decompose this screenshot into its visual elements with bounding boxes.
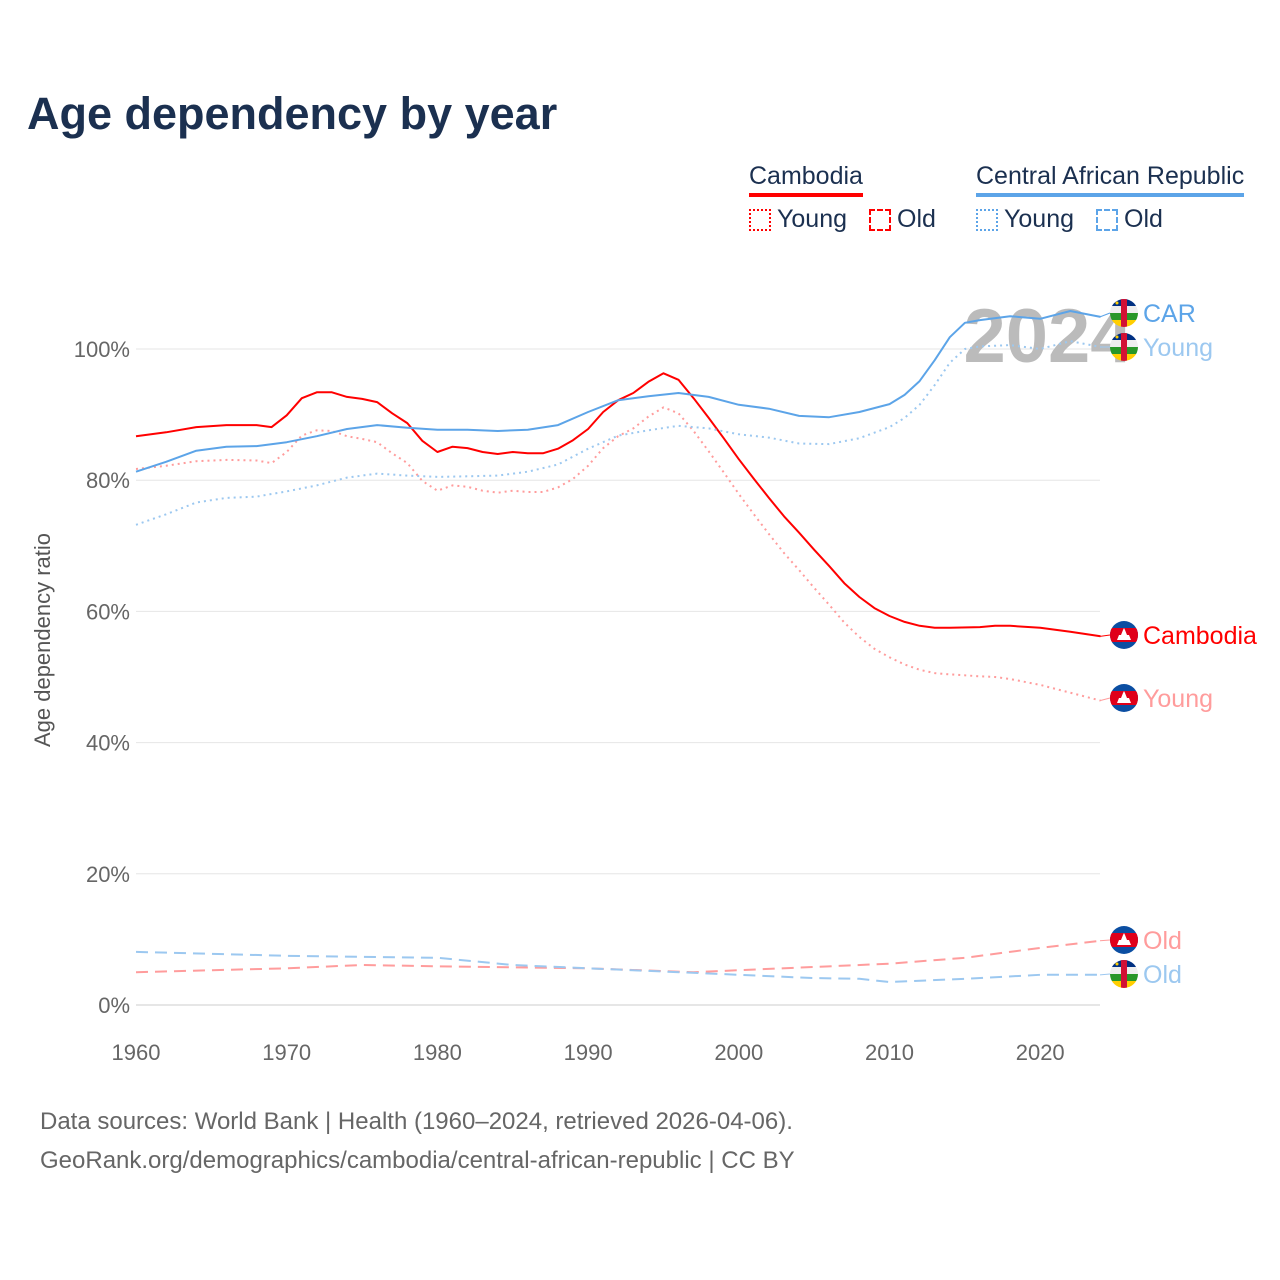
source-line-1: Data sources: World Bank | Health (1960–… bbox=[40, 1108, 793, 1135]
end-label: Young bbox=[1143, 685, 1213, 713]
x-tick-label: 1980 bbox=[413, 1040, 462, 1065]
dotted-swatch-icon bbox=[976, 208, 998, 231]
legend-cambodia-old[interactable]: Old bbox=[869, 205, 936, 234]
y-tick-label: 60% bbox=[86, 599, 130, 624]
end-label: CAR bbox=[1143, 300, 1196, 328]
legend-car-old[interactable]: Old bbox=[1096, 205, 1163, 234]
x-tick-label: 2000 bbox=[714, 1040, 763, 1065]
year-watermark: 2024 bbox=[963, 294, 1132, 379]
y-tick-label: 20% bbox=[86, 862, 130, 887]
legend-car-young[interactable]: Young bbox=[976, 205, 1074, 234]
legend-cambodia-young[interactable]: Young bbox=[749, 205, 847, 234]
car-flag-icon bbox=[1110, 299, 1138, 327]
legend-label: Old bbox=[897, 205, 936, 233]
label-connector bbox=[1099, 312, 1111, 318]
dashed-swatch-icon bbox=[869, 208, 891, 231]
temple-icon bbox=[1117, 691, 1131, 703]
flag-stripe bbox=[1121, 299, 1127, 327]
legend-label: Young bbox=[777, 205, 847, 233]
series-line-central-african-republic-old bbox=[135, 950, 1101, 983]
y-tick-label: 40% bbox=[86, 731, 130, 756]
x-tick-label: 1990 bbox=[564, 1040, 613, 1065]
x-tick-label: 1960 bbox=[112, 1040, 161, 1065]
flag-body bbox=[1110, 621, 1138, 649]
dashed-swatch-icon bbox=[1096, 208, 1118, 231]
flag-body bbox=[1110, 960, 1138, 988]
x-tick-label: 1970 bbox=[262, 1040, 311, 1065]
temple-icon bbox=[1117, 628, 1131, 640]
dotted-swatch-icon bbox=[749, 208, 771, 231]
legend-cambodia[interactable]: Cambodia bbox=[749, 162, 863, 197]
star-icon bbox=[1115, 962, 1119, 966]
star-icon bbox=[1115, 335, 1119, 339]
end-label: Old bbox=[1143, 961, 1182, 989]
cambodia-flag-icon bbox=[1110, 684, 1138, 712]
series-line-cambodia-young bbox=[135, 406, 1101, 702]
flag-body bbox=[1110, 333, 1138, 361]
label-connector bbox=[1099, 973, 1111, 976]
temple-icon bbox=[1117, 933, 1131, 945]
legend-label: Old bbox=[1124, 205, 1163, 233]
flag-body bbox=[1110, 926, 1138, 954]
end-label: Young bbox=[1143, 334, 1213, 362]
source-line-2[interactable]: GeoRank.org/demographics/cambodia/centra… bbox=[40, 1147, 795, 1174]
y-axis-title: Age dependency ratio bbox=[30, 533, 55, 747]
flag-stripe bbox=[1121, 333, 1127, 361]
y-tick-label: 80% bbox=[86, 468, 130, 493]
x-tick-label: 2010 bbox=[865, 1040, 914, 1065]
series-line-cambodia bbox=[135, 372, 1101, 638]
series-line-central-african-republic bbox=[135, 310, 1101, 473]
x-tick-label: 2020 bbox=[1016, 1040, 1065, 1065]
legend-label: Young bbox=[1004, 205, 1074, 233]
y-tick-label: 100% bbox=[74, 337, 130, 362]
car-flag-icon bbox=[1110, 960, 1138, 988]
y-tick-label: 0% bbox=[98, 993, 130, 1018]
series-line-central-african-republic-young bbox=[135, 340, 1101, 526]
label-connector bbox=[1099, 697, 1111, 702]
flag-stripe bbox=[1121, 960, 1127, 988]
star-icon bbox=[1115, 301, 1119, 305]
flag-body bbox=[1110, 299, 1138, 327]
label-connector bbox=[1099, 634, 1111, 637]
end-label: Cambodia bbox=[1143, 622, 1257, 650]
flag-body bbox=[1110, 684, 1138, 712]
cambodia-flag-icon bbox=[1110, 926, 1138, 954]
chart-title: Age dependency by year bbox=[27, 88, 558, 139]
cambodia-flag-icon bbox=[1110, 621, 1138, 649]
car-flag-icon bbox=[1110, 333, 1138, 361]
label-connector bbox=[1099, 939, 1111, 942]
end-label: Old bbox=[1143, 927, 1182, 955]
legend-car[interactable]: Central African Republic bbox=[976, 162, 1245, 197]
